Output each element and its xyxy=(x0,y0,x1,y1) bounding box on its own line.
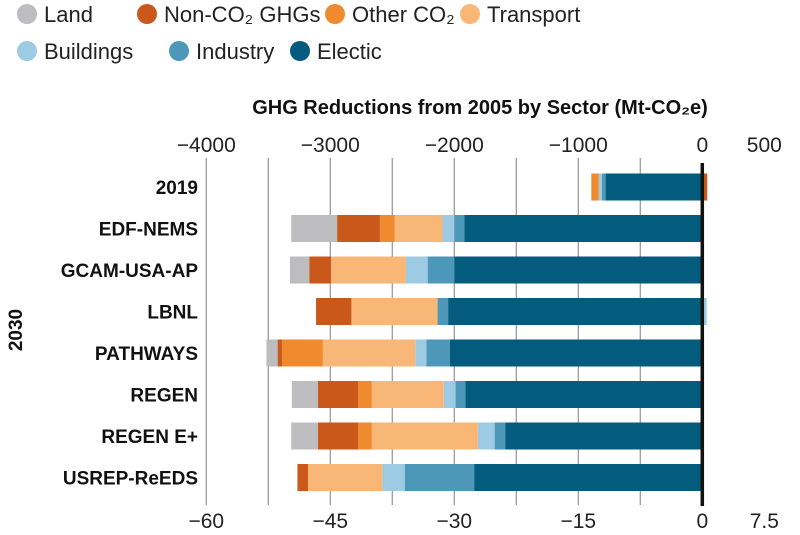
category-labels: 2019 EDF-NEMS GCAM-USA-AP LBNL PATHWAYS REGEN… xyxy=(61,178,199,490)
bar-segment-other-co- xyxy=(358,381,372,408)
legend-label: Transport xyxy=(487,2,580,27)
bar-segment-non-co-ghgs xyxy=(317,381,359,408)
top-tick-label: 0 xyxy=(696,134,708,157)
bottom-tick-label: 0 xyxy=(696,510,708,530)
bar-segment-industry xyxy=(426,339,450,367)
legend-label: Land xyxy=(44,2,93,27)
bottom-tick-label: −30 xyxy=(436,510,472,530)
bar-segment-non-co-ghgs xyxy=(337,215,380,242)
bar-segment-buildings xyxy=(382,464,405,491)
bar-segment-electic xyxy=(505,422,703,450)
bottom-axis: −60 −45 −30 −15 0 7.5 xyxy=(188,510,779,533)
bar-segment-non-co-ghgs xyxy=(309,256,331,284)
bar-segment-industry xyxy=(455,381,466,408)
bar-segment-industry xyxy=(404,464,475,491)
bar-segment-other-co- xyxy=(379,215,395,242)
legend-swatch xyxy=(137,4,157,24)
bar-segment-transport xyxy=(307,464,383,491)
bar-segment-other-co- xyxy=(281,339,323,367)
bar-segment-land xyxy=(291,215,338,242)
bar-segment-electic xyxy=(454,256,703,284)
top-tick-label: 500 xyxy=(747,134,782,157)
bar-segment-land xyxy=(291,422,318,450)
bar-segment-electic xyxy=(449,339,703,367)
bar-segment-industry xyxy=(454,215,465,242)
legend-swatch xyxy=(325,4,345,24)
bar-segment-other-co- xyxy=(591,173,599,201)
bar-segment-other-co- xyxy=(358,422,372,450)
bar-segment-buildings xyxy=(415,339,427,367)
bar-segment-transport xyxy=(371,422,478,450)
bar-segment-land xyxy=(266,339,278,367)
bar-segment-buildings xyxy=(405,256,428,284)
legend-swatch xyxy=(17,41,37,61)
bar-segment-transport xyxy=(330,256,406,284)
legend-swatch xyxy=(17,4,37,24)
bar-segment-transport xyxy=(351,298,438,325)
legend-swatch xyxy=(290,41,310,61)
legend-label: Electic xyxy=(317,39,382,64)
top-tick-label: −2000 xyxy=(425,134,484,157)
bar-segment-land xyxy=(290,256,310,284)
category-label: 2019 xyxy=(156,178,198,199)
legend-label: Industry xyxy=(196,39,274,64)
chart-title: GHG Reductions from 2005 by Sector (Mt-C… xyxy=(252,97,708,119)
bottom-tick-label: −60 xyxy=(188,510,224,530)
bar-segment-industry xyxy=(437,298,449,325)
bar-segment-land xyxy=(291,381,318,408)
category-label: REGEN E+ xyxy=(101,427,198,448)
bar-segment-buildings xyxy=(702,298,707,325)
category-label: EDF-NEMS xyxy=(99,220,198,241)
bar-segment-buildings xyxy=(443,381,456,408)
bar-segment-electic xyxy=(448,298,703,325)
legend-label: Buildings xyxy=(44,39,133,64)
bar-segment-transport xyxy=(394,215,443,242)
category-label: REGEN xyxy=(130,386,198,407)
bar-segment-non-co-ghgs xyxy=(316,298,352,325)
top-axis: −4000 −3000 −2000 −1000 0 500 xyxy=(177,134,782,157)
bottom-tick-label: −45 xyxy=(312,510,348,530)
bar-segment-electic xyxy=(474,464,703,491)
bar-segment-non-co-ghgs xyxy=(297,464,308,491)
bar-segment-buildings xyxy=(477,422,495,450)
bar-segment-electic xyxy=(464,215,703,242)
group-label-2030: 2030 xyxy=(6,309,27,351)
bottom-tick-label: −15 xyxy=(560,510,596,530)
top-tick-label: −1000 xyxy=(549,134,608,157)
bars xyxy=(266,163,708,506)
bar-segment-electic xyxy=(605,173,703,201)
gridlines xyxy=(205,158,641,505)
bar-segment-non-co-ghgs xyxy=(702,173,708,201)
legend-label: Other CO₂ xyxy=(352,2,455,27)
bar-segment-industry xyxy=(427,256,455,284)
bar-segment-non-co-ghgs xyxy=(317,422,359,450)
bar-segment-industry xyxy=(494,422,506,450)
category-label: USREP-ReEDS xyxy=(63,469,198,490)
legend-swatch xyxy=(169,41,189,61)
category-label: PATHWAYS xyxy=(95,344,198,365)
legend: Land Non-CO₂ GHGs Other CO₂ Transport Buildi… xyxy=(17,2,580,64)
top-tick-label: −4000 xyxy=(177,134,236,157)
legend-label: Non-CO₂ GHGs xyxy=(164,2,320,27)
category-label: LBNL xyxy=(147,303,198,324)
top-tick-label: −3000 xyxy=(301,134,360,157)
bar-segment-buildings xyxy=(442,215,455,242)
bar-segment-non-co-ghgs xyxy=(277,339,282,367)
bar-segment-electic xyxy=(465,381,703,408)
legend-swatch xyxy=(460,4,480,24)
bar-segment-buildings xyxy=(598,173,602,201)
bar-segment-transport xyxy=(322,339,416,367)
bottom-tick-label: 7.5 xyxy=(750,510,779,530)
category-label: GCAM-USA-AP xyxy=(61,261,199,282)
bar-segment-transport xyxy=(371,381,444,408)
bar-segment-industry xyxy=(601,173,606,201)
